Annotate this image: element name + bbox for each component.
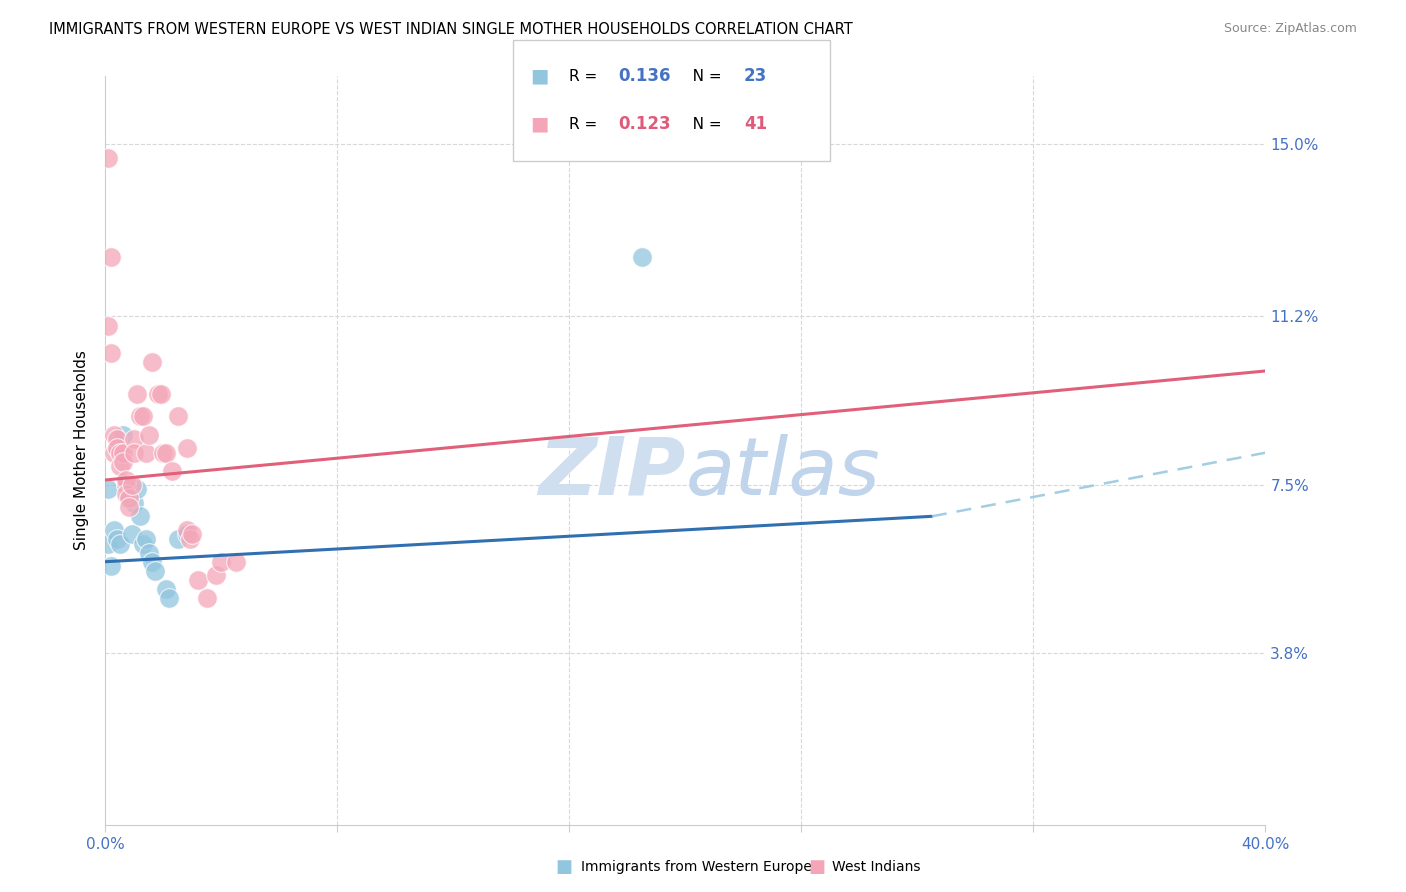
- Point: [105, 532, 128, 546]
- Point: [179, 532, 201, 546]
- Point: [124, 496, 146, 510]
- Point: [152, 446, 174, 460]
- Text: ■: ■: [555, 858, 572, 876]
- Point: [105, 432, 128, 446]
- Point: [118, 500, 141, 515]
- Point: [181, 527, 204, 541]
- Point: [100, 251, 122, 265]
- Point: [204, 568, 226, 582]
- Point: [157, 591, 180, 605]
- Point: [187, 573, 209, 587]
- Text: ■: ■: [808, 858, 825, 876]
- Point: [108, 536, 131, 550]
- Point: [132, 409, 155, 424]
- Text: IMMIGRANTS FROM WESTERN EUROPE VS WEST INDIAN SINGLE MOTHER HOUSEHOLDS CORRELATI: IMMIGRANTS FROM WESTERN EUROPE VS WEST I…: [49, 22, 853, 37]
- Point: [108, 459, 131, 474]
- Point: [631, 251, 654, 265]
- Point: [114, 486, 136, 500]
- Point: [129, 509, 152, 524]
- Point: [103, 446, 125, 460]
- Point: [100, 559, 122, 574]
- Point: [127, 386, 149, 401]
- Point: [225, 555, 247, 569]
- Point: [155, 446, 177, 460]
- Text: R =: R =: [569, 117, 603, 132]
- Point: [111, 446, 134, 460]
- Point: [138, 546, 160, 560]
- Point: [135, 532, 157, 546]
- Text: Source: ZipAtlas.com: Source: ZipAtlas.com: [1223, 22, 1357, 36]
- Point: [127, 482, 149, 496]
- Text: 23: 23: [744, 67, 768, 86]
- Text: 0.123: 0.123: [619, 115, 671, 134]
- Point: [103, 523, 125, 537]
- Text: R =: R =: [569, 69, 603, 84]
- Text: ■: ■: [530, 67, 548, 86]
- Text: N =: N =: [678, 69, 725, 84]
- Point: [118, 491, 141, 505]
- Point: [141, 355, 163, 369]
- Point: [108, 446, 131, 460]
- Point: [103, 427, 125, 442]
- Point: [155, 582, 177, 596]
- Point: [176, 441, 198, 455]
- Point: [211, 555, 233, 569]
- Point: [138, 427, 160, 442]
- Point: [143, 564, 166, 578]
- Text: Immigrants from Western Europe: Immigrants from Western Europe: [581, 860, 811, 874]
- Point: [167, 409, 190, 424]
- Point: [97, 536, 120, 550]
- Point: [121, 527, 143, 541]
- Text: N =: N =: [678, 117, 725, 132]
- Point: [124, 446, 146, 460]
- Point: [97, 482, 120, 496]
- Point: [111, 427, 134, 442]
- Point: [118, 491, 141, 505]
- Y-axis label: Single Mother Households: Single Mother Households: [75, 351, 90, 550]
- Point: [124, 432, 146, 446]
- Point: [111, 455, 134, 469]
- Point: [176, 523, 198, 537]
- Point: [100, 346, 122, 360]
- Point: [160, 464, 183, 478]
- Point: [97, 151, 120, 165]
- Point: [114, 477, 136, 491]
- Text: 0.136: 0.136: [619, 67, 671, 86]
- Text: West Indians: West Indians: [832, 860, 921, 874]
- Point: [176, 527, 198, 541]
- Point: [135, 446, 157, 460]
- Text: atlas: atlas: [686, 434, 880, 512]
- Point: [167, 532, 190, 546]
- Point: [146, 386, 169, 401]
- Point: [149, 386, 172, 401]
- Point: [129, 409, 152, 424]
- Point: [97, 318, 120, 333]
- Point: [105, 441, 128, 455]
- Point: [132, 536, 155, 550]
- Text: 41: 41: [744, 115, 766, 134]
- Text: ■: ■: [530, 115, 548, 134]
- Point: [114, 473, 136, 487]
- Point: [195, 591, 218, 605]
- Point: [114, 477, 136, 491]
- Point: [141, 555, 163, 569]
- Text: ZIP: ZIP: [538, 434, 686, 512]
- Point: [121, 477, 143, 491]
